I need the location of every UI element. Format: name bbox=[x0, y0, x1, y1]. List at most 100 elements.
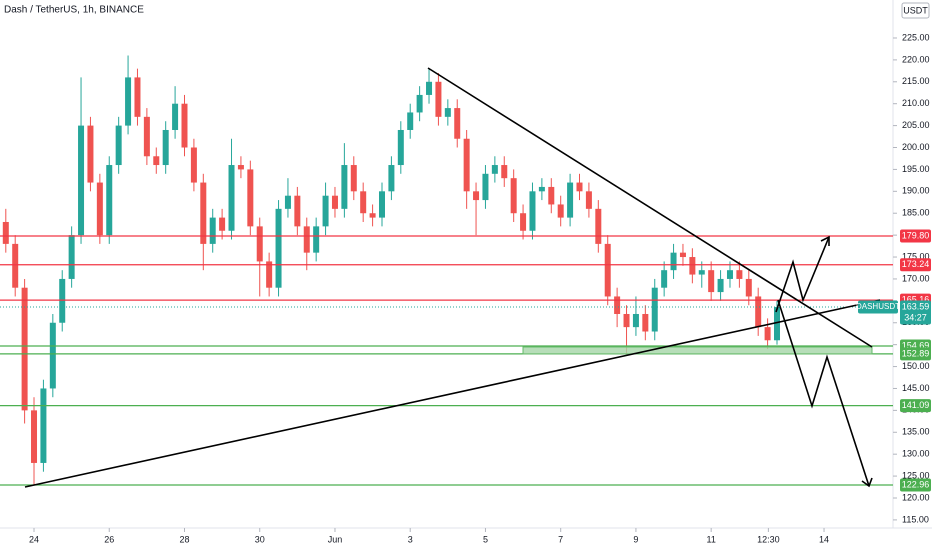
price-box bbox=[900, 300, 931, 325]
candle-body bbox=[679, 252, 686, 258]
candle-body bbox=[313, 226, 320, 253]
level-tag-box bbox=[900, 258, 931, 272]
candle-body bbox=[614, 296, 621, 314]
y-tick-label: 150.00 bbox=[902, 361, 930, 371]
candle-body bbox=[604, 243, 611, 297]
candle-body bbox=[350, 165, 357, 192]
candle-body bbox=[585, 191, 592, 209]
y-tick-label: 125.00 bbox=[902, 470, 930, 480]
candle-body bbox=[661, 270, 668, 288]
candle-body bbox=[153, 156, 160, 166]
level-tag: 173.24 bbox=[900, 258, 931, 272]
currency-box bbox=[901, 2, 930, 19]
level-tag: 141.09 bbox=[900, 399, 931, 413]
candle-body bbox=[322, 195, 329, 227]
y-tick-label: 175.00 bbox=[902, 251, 930, 261]
x-tick-label: 14 bbox=[819, 534, 829, 544]
candle-body bbox=[143, 116, 150, 157]
arrow-head bbox=[820, 235, 830, 246]
candle-body bbox=[708, 270, 715, 293]
level-tag: 179.80 bbox=[900, 229, 931, 243]
candle-body bbox=[388, 165, 395, 192]
level-tag: 122.96 bbox=[900, 478, 931, 492]
x-tick-label: 5 bbox=[483, 534, 488, 544]
x-tick-label: Jun bbox=[328, 534, 343, 544]
candle-body bbox=[463, 138, 470, 192]
bear-arrow bbox=[777, 299, 870, 487]
candle-body bbox=[473, 191, 480, 201]
candle-body bbox=[538, 186, 545, 192]
level-label: 173.24 bbox=[902, 259, 930, 269]
y-tick-label: 135.00 bbox=[902, 427, 930, 437]
candle-body bbox=[736, 270, 743, 279]
candle-body bbox=[454, 108, 461, 139]
candle-body bbox=[557, 204, 564, 218]
candle-body bbox=[435, 81, 442, 117]
candle-body bbox=[31, 410, 38, 463]
candle-body bbox=[755, 296, 762, 328]
y-tick-label: 205.00 bbox=[902, 120, 930, 130]
candle-body bbox=[275, 208, 282, 288]
candle-body bbox=[397, 129, 404, 166]
level-tag-box bbox=[900, 399, 931, 413]
plot: 115.00120.00125.00130.00135.00140.00145.… bbox=[0, 32, 930, 544]
candle-body bbox=[181, 103, 188, 148]
candle-body bbox=[698, 270, 705, 275]
candle-body bbox=[115, 125, 122, 166]
candle-body bbox=[59, 278, 66, 323]
candle-body bbox=[209, 217, 216, 244]
candle-body bbox=[407, 112, 414, 130]
candle-body bbox=[87, 125, 94, 183]
candle-body bbox=[567, 182, 574, 218]
level-tag: 152.89 bbox=[900, 347, 931, 361]
y-tick-label: 210.00 bbox=[902, 98, 930, 108]
x-tick-label: 3 bbox=[408, 534, 413, 544]
y-tick-label: 225.00 bbox=[902, 32, 930, 42]
candle-body bbox=[444, 108, 451, 117]
drawings bbox=[24, 67, 881, 488]
y-tick-label: 195.00 bbox=[902, 164, 930, 174]
candle-body bbox=[651, 287, 658, 332]
level-label: 122.96 bbox=[902, 479, 930, 489]
candle-body bbox=[501, 165, 508, 179]
candle-body bbox=[106, 165, 113, 236]
level-label: 165.16 bbox=[902, 295, 930, 305]
candle-body bbox=[689, 257, 696, 275]
candle-body bbox=[426, 81, 433, 95]
candle-body bbox=[670, 252, 677, 271]
candle-body bbox=[247, 169, 254, 227]
trend-line bbox=[427, 67, 873, 348]
x-tick-label: 11 bbox=[706, 534, 715, 544]
x-tick-label: 9 bbox=[633, 534, 638, 544]
candle-body bbox=[623, 313, 630, 328]
x-tick-label: 28 bbox=[179, 534, 189, 544]
candle-body bbox=[49, 322, 56, 389]
candle-body bbox=[529, 191, 536, 231]
candle-body bbox=[303, 226, 310, 253]
countdown: 34:27 bbox=[904, 312, 927, 322]
candle-body bbox=[632, 313, 639, 328]
candle-body bbox=[219, 217, 226, 231]
x-tick-label: 30 bbox=[255, 534, 265, 544]
candle-body bbox=[360, 191, 367, 214]
y-tick-label: 215.00 bbox=[902, 76, 930, 86]
trend-line bbox=[24, 299, 881, 488]
candle-body bbox=[96, 182, 103, 236]
x-tick-label: 24 bbox=[29, 534, 39, 544]
candle-body bbox=[378, 191, 385, 218]
candle-body bbox=[595, 208, 602, 244]
candle-body bbox=[576, 182, 583, 192]
y-tick-label: 185.00 bbox=[902, 208, 930, 218]
candle-body bbox=[125, 77, 132, 126]
level-label: 152.89 bbox=[902, 348, 930, 358]
level-label: 154.69 bbox=[902, 340, 930, 350]
level-tag-box bbox=[900, 478, 931, 492]
x-tick-label: 7 bbox=[558, 534, 563, 544]
candle-body bbox=[134, 77, 141, 117]
x-tick-label: 26 bbox=[104, 534, 114, 544]
candle-body bbox=[2, 221, 9, 244]
currency: USDT bbox=[903, 5, 928, 15]
candle-body bbox=[520, 213, 527, 231]
candle-body bbox=[12, 243, 19, 288]
